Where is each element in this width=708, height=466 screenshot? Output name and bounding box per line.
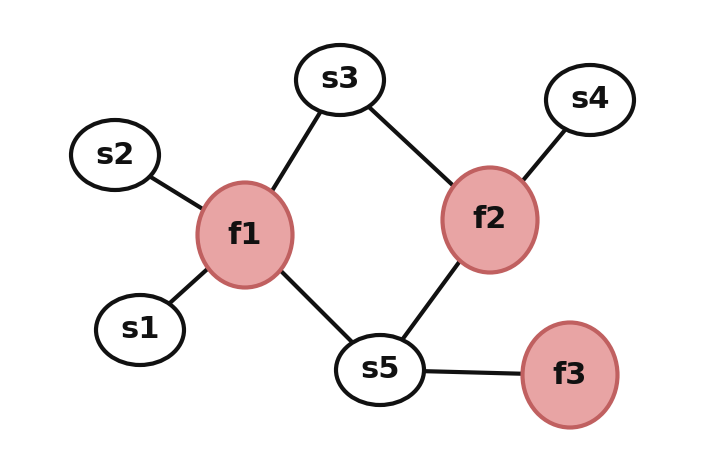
Text: f1: f1: [228, 220, 262, 249]
Ellipse shape: [336, 335, 424, 405]
Ellipse shape: [96, 295, 184, 365]
Ellipse shape: [523, 322, 617, 427]
Text: f2: f2: [473, 206, 507, 234]
Text: s1: s1: [120, 315, 160, 344]
Text: s4: s4: [570, 85, 610, 115]
Text: s2: s2: [96, 141, 135, 170]
Text: f3: f3: [553, 361, 587, 390]
Ellipse shape: [442, 167, 537, 273]
Ellipse shape: [546, 65, 634, 135]
Ellipse shape: [296, 45, 384, 115]
Ellipse shape: [71, 120, 159, 190]
Text: s5: s5: [360, 356, 400, 384]
Text: s3: s3: [320, 66, 360, 95]
Ellipse shape: [198, 183, 292, 288]
